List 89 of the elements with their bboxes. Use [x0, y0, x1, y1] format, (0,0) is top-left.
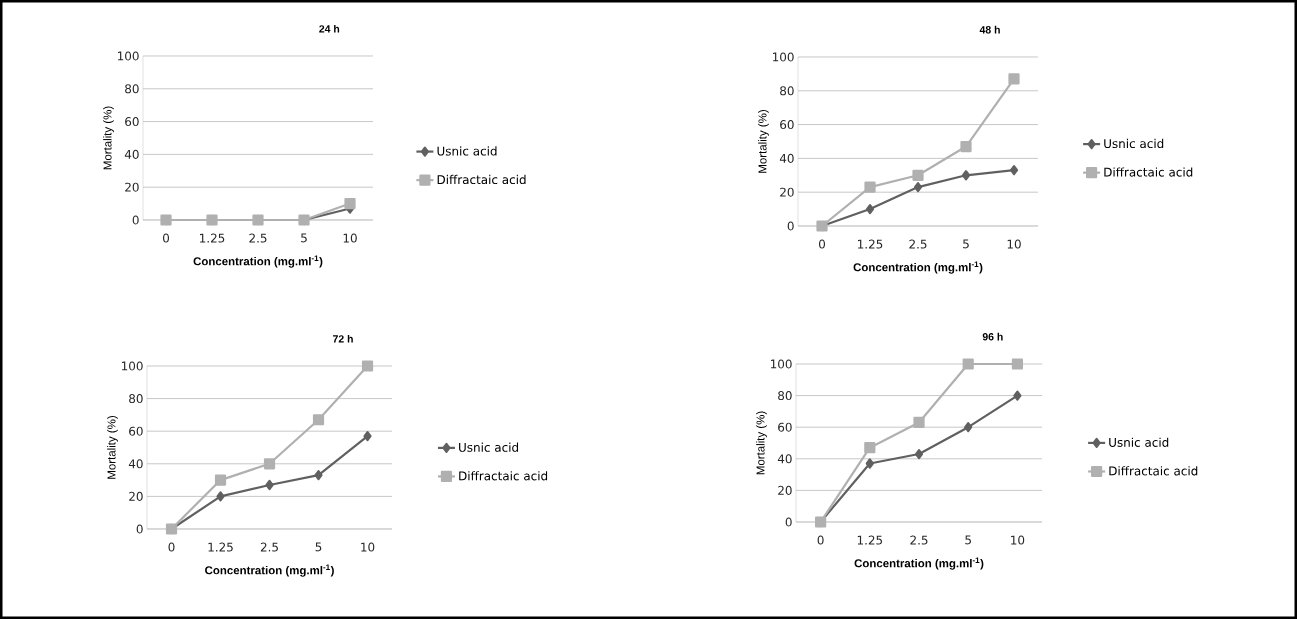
- chart-title: 72 h: [333, 334, 353, 343]
- x-tick-label: 1.25: [200, 233, 225, 243]
- x-axis-title: Concentration (mg.ml$^{-1}$): [193, 255, 323, 268]
- y-tick-label: 60: [780, 120, 794, 130]
- point: [263, 458, 276, 470]
- x-tick-label: 10: [1007, 239, 1021, 249]
- chart-title: 96 h: [982, 332, 1003, 341]
- legend-label: Usnic acid: [1109, 437, 1169, 447]
- y-tick-label: 40: [128, 459, 143, 469]
- y-tick-label: 100: [770, 359, 792, 369]
- legend-label: Usnic acid: [437, 146, 497, 156]
- y-tick-label: 60: [125, 117, 139, 127]
- y-tick-label: 0: [136, 524, 143, 534]
- point: [914, 448, 924, 460]
- x-axis-title: Concentration (mg.ml$^{-1}$): [854, 557, 984, 570]
- point: [864, 442, 876, 454]
- y-tick-label: 100: [121, 361, 143, 371]
- point: [864, 181, 876, 193]
- x-tick-label: 5: [301, 233, 307, 243]
- point: [913, 416, 925, 429]
- x-axis-title: Concentration (mg.ml$^{-1}$): [853, 261, 983, 274]
- point: [265, 479, 274, 491]
- legend-label: Diffractaic acid: [1104, 167, 1193, 177]
- point: [344, 197, 356, 210]
- x-tick-label: 1.25: [208, 542, 233, 552]
- x-tick-label: 0: [818, 239, 826, 249]
- y-tick-label: 80: [778, 391, 792, 401]
- y-tick-label: 100: [117, 51, 139, 61]
- point: [960, 140, 972, 153]
- y-tick-label: 20: [780, 187, 794, 197]
- y-tick-label: 60: [778, 422, 792, 432]
- y-tick-label: 20: [125, 182, 139, 192]
- x-tick-label: 2.5: [909, 239, 927, 249]
- x-tick-label: 5: [965, 535, 971, 545]
- point: [312, 414, 325, 426]
- y-tick-label: 100: [772, 52, 794, 62]
- x-tick-label: 5: [315, 542, 322, 552]
- y-tick-label: 20: [778, 485, 792, 495]
- point: [1011, 358, 1024, 370]
- point: [964, 422, 973, 433]
- point: [363, 430, 372, 442]
- x-tick-label: 5: [963, 239, 969, 249]
- point: [962, 358, 974, 370]
- y-tick-label: 60: [129, 426, 143, 436]
- point: [865, 458, 874, 469]
- y-tick-label: 20: [129, 491, 143, 501]
- y-tick-label: 40: [779, 153, 794, 163]
- y-axis-title: Mortality (%): [756, 411, 767, 475]
- point: [214, 474, 227, 486]
- y-tick-label: 80: [125, 84, 139, 94]
- x-tick-label: 2.5: [249, 233, 267, 243]
- legend-label: Diffractaic acid: [1109, 466, 1198, 476]
- x-tick-label: 10: [361, 542, 375, 552]
- x-tick-label: 1.25: [857, 535, 883, 545]
- y-axis-title: Mortality (%): [107, 416, 118, 479]
- chart-title: 24 h: [319, 24, 340, 33]
- chart-title: 48 h: [979, 25, 1000, 34]
- point: [1013, 390, 1022, 401]
- point: [913, 182, 923, 193]
- point: [216, 491, 225, 502]
- y-axis-title: Mortality (%): [758, 110, 769, 173]
- y-tick-label: 0: [132, 215, 139, 225]
- point: [865, 203, 875, 215]
- x-tick-label: 2.5: [260, 542, 278, 552]
- x-axis-title: Concentration (mg.ml$^{-1}$): [205, 564, 334, 577]
- y-tick-label: 80: [780, 86, 794, 96]
- y-axis-title: Mortality (%): [103, 106, 114, 170]
- point: [314, 470, 323, 481]
- x-tick-label: 1.25: [858, 239, 883, 249]
- y-tick-label: 0: [785, 517, 792, 527]
- legend-label: Diffractaic acid: [459, 471, 548, 481]
- x-tick-label: 10: [343, 233, 357, 243]
- legend-label: Diffractaic acid: [437, 174, 526, 185]
- x-tick-label: 2.5: [910, 535, 928, 545]
- y-tick-label: 80: [129, 394, 143, 404]
- x-tick-label: 0: [168, 542, 175, 552]
- point: [961, 170, 971, 181]
- x-tick-label: 10: [1011, 535, 1025, 545]
- x-tick-label: 0: [817, 535, 824, 545]
- y-tick-label: 40: [777, 454, 792, 464]
- point: [912, 169, 924, 181]
- legend-label: Usnic acid: [459, 442, 519, 452]
- point: [1008, 73, 1020, 85]
- point: [1009, 165, 1019, 176]
- legend-label: Usnic acid: [1104, 138, 1164, 149]
- point: [361, 360, 374, 372]
- y-tick-label: 0: [787, 221, 794, 231]
- y-tick-label: 40: [124, 149, 139, 159]
- x-tick-label: 0: [162, 233, 170, 243]
